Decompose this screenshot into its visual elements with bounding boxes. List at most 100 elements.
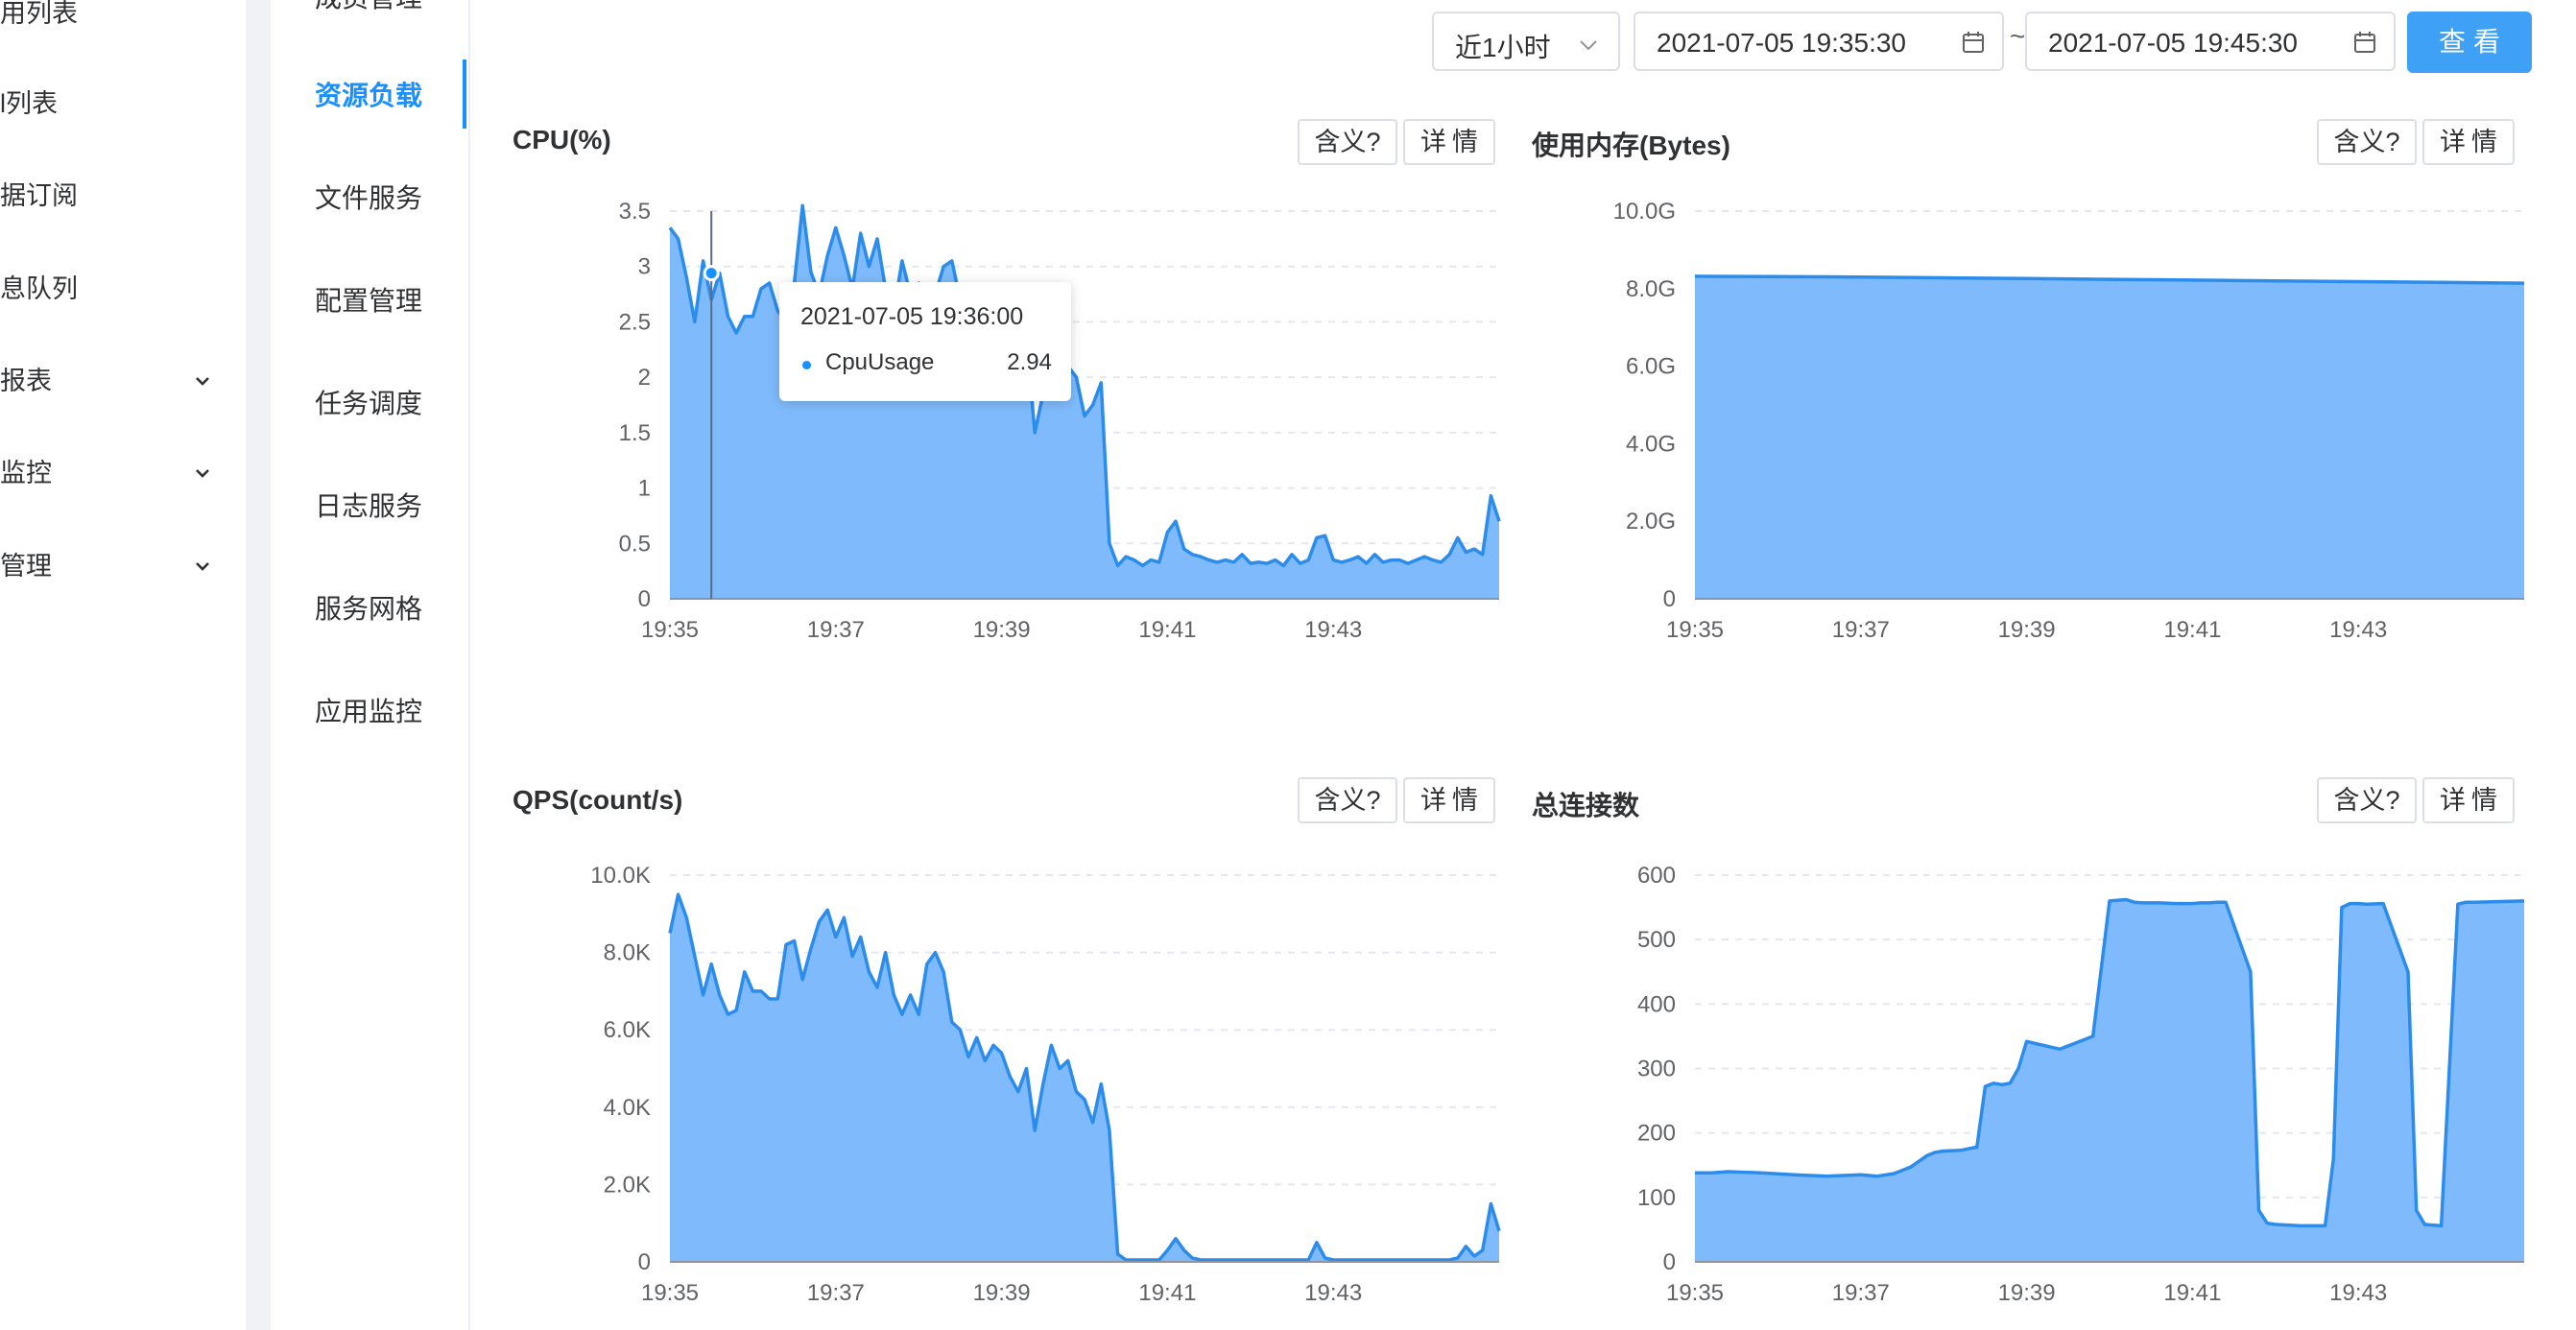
chevron-down-icon xyxy=(196,469,209,478)
series-line xyxy=(1694,274,2525,285)
sidebar-item-app-list[interactable]: 用列表 xyxy=(0,0,78,28)
y-tick-label: 100 xyxy=(1637,1185,1676,1211)
y-tick-label: 0 xyxy=(638,1249,651,1275)
connections-panel-title: 总连接数 xyxy=(1532,791,1640,820)
sidebar-item-list[interactable]: l列表 xyxy=(0,89,58,118)
y-tick-label: 0 xyxy=(1663,1249,1676,1275)
y-tick-label: 4.0G xyxy=(1626,431,1676,457)
x-tick-label: 19:39 xyxy=(973,1280,1031,1306)
time-range-select[interactable]: 近1小时 xyxy=(1432,12,1620,71)
cpu-meaning-button[interactable]: 含义? xyxy=(1298,119,1397,165)
y-tick-label: 500 xyxy=(1637,927,1676,953)
series-area xyxy=(670,894,1499,1262)
memory-meaning-button[interactable]: 含义? xyxy=(2317,119,2417,165)
y-tick-label: 2.5 xyxy=(619,309,651,335)
end-time-picker[interactable]: 2021-07-05 19:45:30 xyxy=(2025,12,2396,71)
x-tick-label: 19:35 xyxy=(641,1280,699,1306)
series-area xyxy=(1695,275,2524,599)
qps-detail-button[interactable]: 详情 xyxy=(1403,777,1495,823)
sidebar-item-reports[interactable]: 报表 xyxy=(0,352,209,410)
x-tick-label: 19:41 xyxy=(1138,1280,1196,1306)
tooltip-series-dot xyxy=(802,361,811,369)
start-time-picker[interactable]: 2021-07-05 19:35:30 xyxy=(1634,12,2004,71)
y-tick-label: 6.0G xyxy=(1626,354,1676,380)
y-tick-label: 1 xyxy=(638,476,651,502)
chevron-down-icon xyxy=(196,377,209,386)
x-tick-label: 19:37 xyxy=(1832,1280,1890,1306)
x-tick-label: 19:37 xyxy=(807,1280,865,1306)
qps-panel-title: QPS(count/s) xyxy=(513,785,683,815)
range-separator: ~ xyxy=(2010,21,2026,51)
series-line xyxy=(668,892,1501,1262)
y-tick-label: 2.0G xyxy=(1626,509,1676,534)
x-tick-label: 19:39 xyxy=(1998,1280,2056,1306)
subnav-item-resource-load[interactable]: 资源负载 xyxy=(315,81,423,110)
y-tick-label: 6.0K xyxy=(604,1017,651,1043)
chart-tooltip: 2021-07-05 19:36:00 CpuUsage 2.94 xyxy=(779,282,1071,401)
y-tick-label: 10.0G xyxy=(1613,199,1676,225)
x-tick-label: 19:35 xyxy=(1666,1280,1724,1306)
y-tick-label: 400 xyxy=(1637,991,1676,1017)
y-tick-label: 0 xyxy=(638,586,651,612)
x-tick-label: 19:41 xyxy=(2163,617,2221,643)
y-tick-label: 2.0K xyxy=(604,1172,651,1198)
cpu-panel-title: CPU(%) xyxy=(513,125,611,154)
subnav-item-log-service[interactable]: 日志服务 xyxy=(315,491,423,521)
cpu-detail-button[interactable]: 详情 xyxy=(1403,119,1495,165)
subnav-item-member-mgmt[interactable]: 成员管理 xyxy=(315,0,422,27)
x-tick-label: 19:37 xyxy=(807,617,865,643)
x-tick-label: 19:43 xyxy=(1304,1280,1362,1306)
series-line xyxy=(1695,897,2525,1228)
memory-chart[interactable]: 0 2.0G 4.0G 6.0G 8.0G 10.0G 19:35 19:37 19:39 19:… xyxy=(0,0,2576,672)
y-tick-label: 200 xyxy=(1637,1121,1676,1147)
chevron-down-icon xyxy=(1580,40,1597,51)
memory-detail-button[interactable]: 详情 xyxy=(2422,119,2515,165)
y-tick-label: 10.0K xyxy=(590,863,651,889)
x-tick-label: 19:39 xyxy=(973,617,1031,643)
connections-detail-button[interactable]: 详情 xyxy=(2422,777,2515,823)
qps-meaning-button[interactable]: 含义? xyxy=(1298,777,1397,823)
y-tick-label: 300 xyxy=(1637,1057,1676,1082)
x-tick-label: 19:43 xyxy=(2329,617,2387,643)
active-indicator xyxy=(463,59,466,129)
view-button[interactable]: 查看 xyxy=(2407,12,2532,73)
sidebar-item-message-queue[interactable]: 息队列 xyxy=(0,274,78,303)
connections-meaning-button[interactable]: 含义? xyxy=(2317,777,2417,823)
sidebar-item-data-subscribe[interactable]: 据订阅 xyxy=(0,181,78,210)
x-tick-label: 19:35 xyxy=(641,617,699,643)
sidebar-item-management[interactable]: 管理 xyxy=(0,537,209,595)
y-tick-label: 8.0G xyxy=(1626,276,1676,302)
tooltip-series-name: CpuUsage xyxy=(825,349,935,375)
x-tick-label: 19:43 xyxy=(2329,1280,2387,1306)
x-tick-label: 19:41 xyxy=(2163,1280,2221,1306)
sidebar-item-monitoring[interactable]: 监控 xyxy=(0,444,209,502)
subnav-item-file-service[interactable]: 文件服务 xyxy=(315,183,423,213)
x-tick-label: 19:39 xyxy=(1998,617,2056,643)
memory-panel-title: 使用内存(Bytes) xyxy=(1532,131,1730,160)
y-tick-label: 8.0K xyxy=(604,940,651,966)
subnav-item-app-monitoring[interactable]: 应用监控 xyxy=(315,697,423,726)
main-sidebar: 用列表 l列表 据订阅 息队列 报表 监控 管理 xyxy=(0,0,246,1330)
y-tick-label: 600 xyxy=(1637,863,1676,889)
calendar-icon xyxy=(2354,32,2375,53)
sidebar-gutter xyxy=(246,0,271,1330)
chevron-down-icon xyxy=(196,562,209,571)
series-line xyxy=(668,203,1501,568)
x-tick-label: 19:41 xyxy=(1138,617,1196,643)
hover-marker xyxy=(703,265,720,282)
subnav-item-service-mesh[interactable]: 服务网格 xyxy=(315,594,423,624)
tooltip-time: 2021-07-05 19:36:00 xyxy=(800,303,1024,330)
qps-chart[interactable]: 0 2.0K 4.0K 6.0K 8.0K 10.0K 19:35 19:37 19:39 19:… xyxy=(0,0,1501,1330)
tooltip-value: 2.94 xyxy=(1007,349,1052,375)
x-tick-label: 19:37 xyxy=(1832,617,1890,643)
y-tick-label: 0.5 xyxy=(619,531,651,557)
subnav-item-config-mgmt[interactable]: 配置管理 xyxy=(315,286,423,316)
subnav-item-task-scheduling[interactable]: 任务调度 xyxy=(315,389,423,418)
y-tick-label: 3 xyxy=(638,254,651,280)
sub-sidebar: 成员管理 资源负载 文件服务 配置管理 任务调度 日志服务 服务网格 应用监控 xyxy=(271,0,470,1330)
x-tick-label: 19:43 xyxy=(1304,617,1362,643)
y-tick-label: 3.5 xyxy=(619,199,651,225)
y-tick-label: 0 xyxy=(1663,586,1676,612)
x-tick-label: 19:35 xyxy=(1666,617,1724,643)
